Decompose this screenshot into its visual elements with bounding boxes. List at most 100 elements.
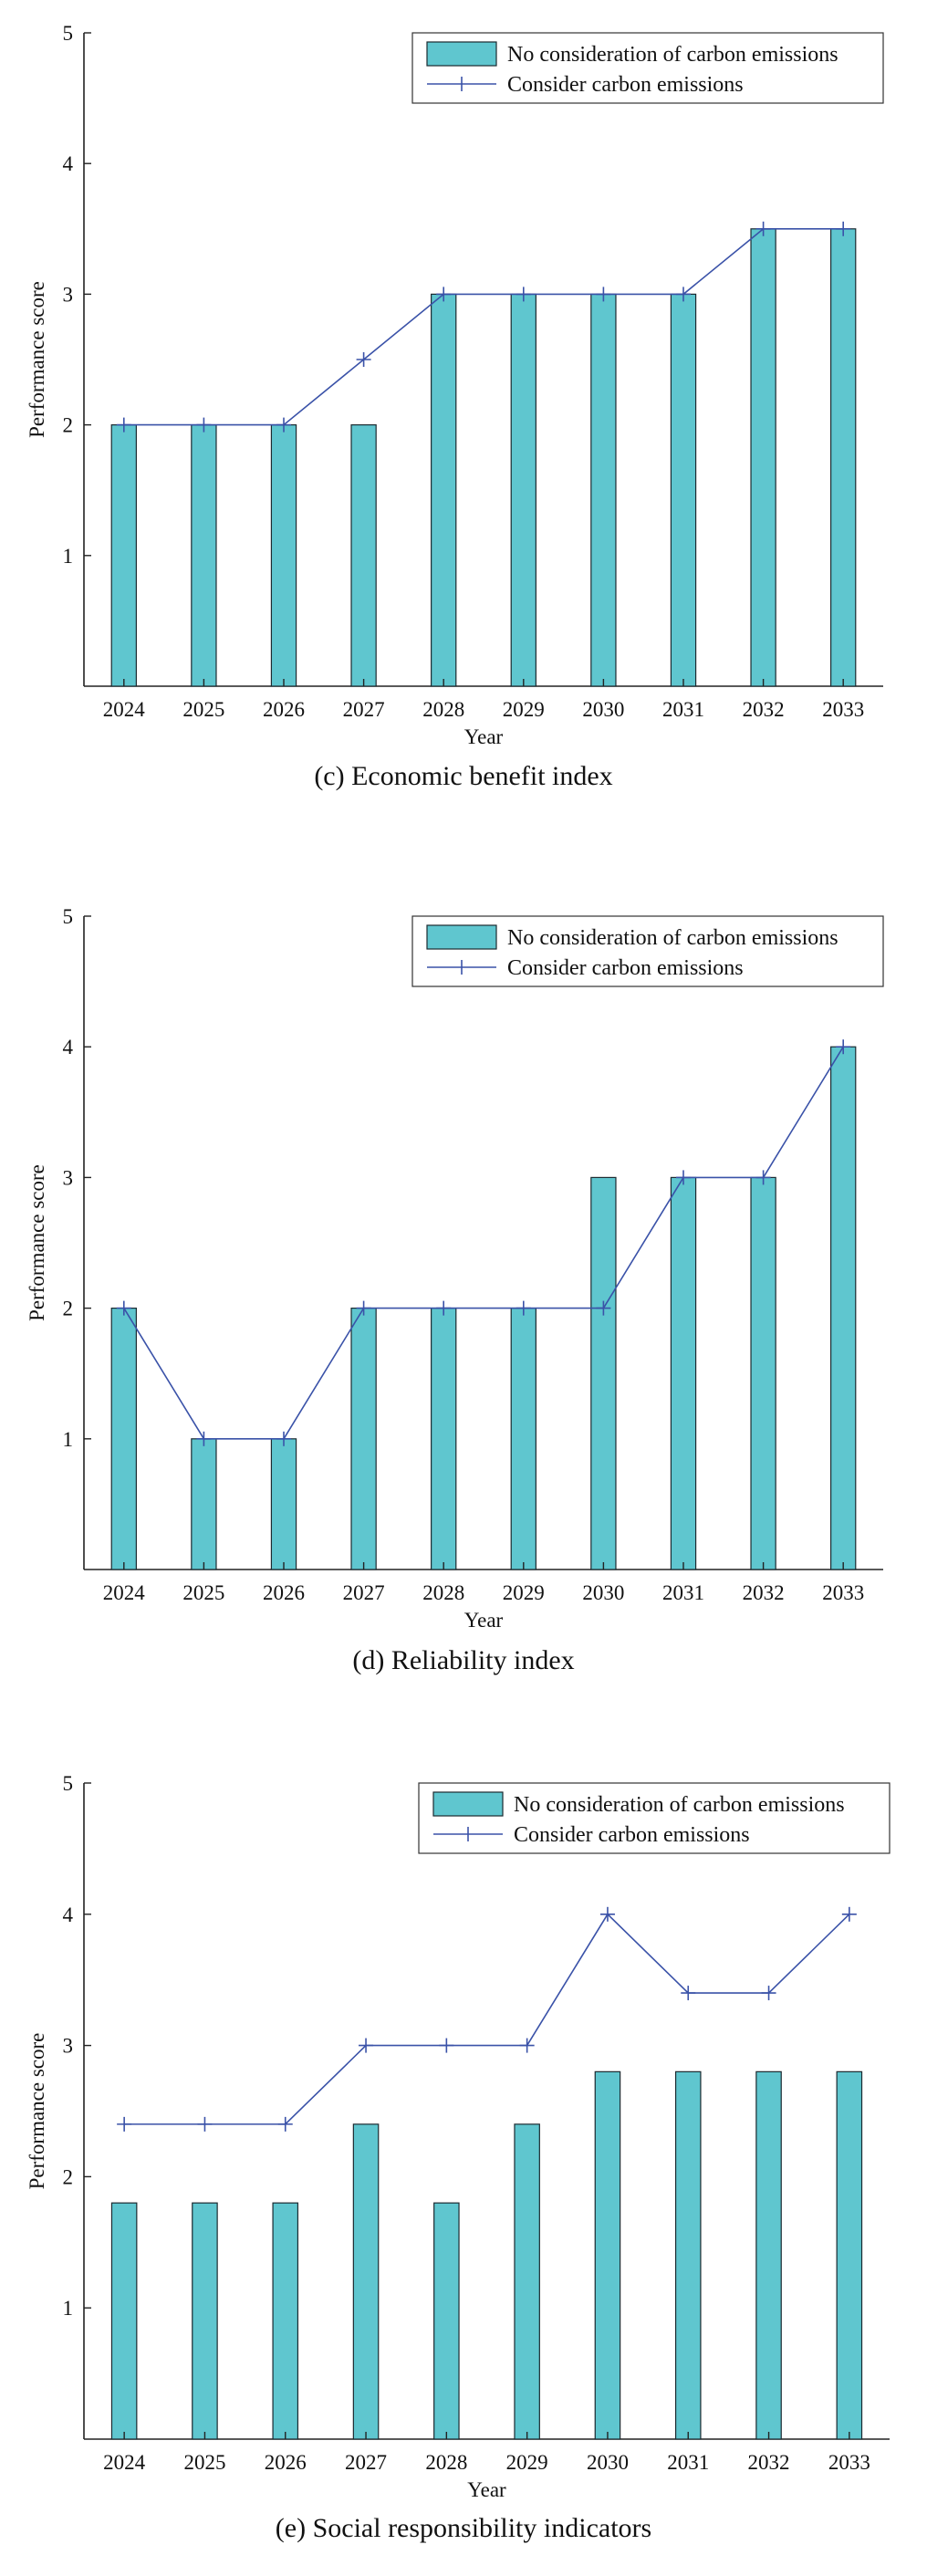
- bar-2029: [510, 1307, 536, 1570]
- bar-2031: [674, 2070, 702, 2440]
- bar-2029: [510, 293, 536, 687]
- y-tick-label: 1: [63, 545, 74, 568]
- line-point-2030: [599, 1906, 615, 1922]
- x-axis-title: Year: [464, 725, 504, 748]
- bar-2031: [670, 1176, 697, 1570]
- bar-2029: [514, 2123, 540, 2440]
- line-point-2033: [836, 221, 851, 236]
- bar-2028: [431, 293, 457, 687]
- line-point-2029: [516, 1300, 531, 1316]
- bar-2030: [590, 293, 617, 687]
- line-point-2032: [755, 1170, 771, 1185]
- x-tick-label: 2026: [263, 1581, 305, 1604]
- line-point-2031: [676, 1170, 691, 1185]
- legend-label-bars: No consideration of carbon emissions: [507, 926, 838, 950]
- legend-label-line: Consider carbon emissions: [507, 956, 744, 980]
- bar-2024: [110, 1307, 137, 1570]
- line-point-2029: [516, 287, 531, 302]
- bar-2026: [272, 2202, 299, 2440]
- line-point-2030: [596, 287, 611, 302]
- y-tick-label: 4: [63, 1903, 74, 1926]
- line-point-2028: [436, 1300, 452, 1316]
- legend-bar-swatch: [426, 924, 497, 950]
- x-tick-label: 2024: [103, 698, 146, 721]
- line-point-2024: [116, 1300, 131, 1316]
- y-axis-title: Performance score: [26, 281, 48, 438]
- line-point-2024: [116, 417, 131, 433]
- line-point-2033: [836, 1039, 851, 1055]
- line-point-2026: [276, 1431, 291, 1446]
- x-tick-label: 2029: [503, 1581, 545, 1604]
- bar-2027: [350, 1307, 377, 1570]
- y-tick-label: 3: [63, 1166, 74, 1189]
- legend-box: [411, 915, 884, 987]
- x-tick-label: 2026: [263, 698, 305, 721]
- chart-1: 1 2 3 4 5 2024 2025 2026 2027 2028 2029 2030 2031 203…: [26, 905, 884, 1675]
- legend: No consideration of carbon emissions Cons…: [411, 915, 884, 987]
- bar-2026: [270, 1438, 297, 1570]
- y-tick-label: 2: [63, 414, 74, 437]
- legend-label-line: Consider carbon emissions: [514, 1823, 750, 1847]
- bar-2024: [110, 424, 137, 687]
- line-point-2027: [359, 2038, 374, 2053]
- series-line-consider-carbon: [124, 1913, 850, 2125]
- x-tick-label: 2032: [743, 698, 785, 721]
- line-point-2026: [277, 2116, 293, 2132]
- bar-2027: [350, 424, 377, 687]
- bar-2028: [431, 1307, 457, 1570]
- chart-caption: (e) Social responsibility indicators: [276, 2513, 651, 2543]
- y-axis-title: Performance score: [26, 1164, 48, 1321]
- line-point-2033: [841, 1906, 857, 1922]
- bar-2031: [670, 293, 697, 687]
- bar-2030: [590, 1176, 617, 1570]
- y-tick-label: 1: [63, 1428, 74, 1451]
- x-tick-label: 2029: [503, 698, 545, 721]
- x-tick-label: 2025: [182, 698, 224, 721]
- y-tick-label: 4: [63, 152, 74, 175]
- line-point-2031: [676, 287, 691, 302]
- line-point-2029: [519, 2038, 535, 2053]
- line-point-2025: [196, 417, 212, 433]
- x-tick-label: 2025: [183, 2451, 225, 2474]
- y-tick-label: 4: [63, 1036, 74, 1059]
- x-tick-label: 2026: [265, 2451, 307, 2474]
- x-tick-label: 2033: [828, 2451, 870, 2474]
- x-tick-label: 2031: [662, 698, 704, 721]
- y-tick-label: 3: [63, 283, 74, 306]
- bar-2026: [270, 424, 297, 687]
- y-axis-title: Performance score: [26, 2033, 48, 2190]
- x-tick-label: 2033: [822, 698, 864, 721]
- line-point-2032: [755, 221, 771, 236]
- line-point-2024: [117, 2116, 132, 2132]
- bar-2032: [750, 228, 776, 687]
- x-tick-label: 2030: [582, 698, 624, 721]
- bar-2028: [433, 2202, 460, 2440]
- y-tick-label: 5: [63, 1772, 74, 1795]
- bar-2027: [352, 2123, 380, 2440]
- x-tick-label: 2027: [343, 1581, 385, 1604]
- x-tick-label: 2027: [345, 2451, 387, 2474]
- x-tick-label: 2032: [748, 2451, 790, 2474]
- y-tick-label: 2: [63, 1298, 74, 1320]
- x-tick-label: 2028: [425, 2451, 467, 2474]
- x-tick-label: 2028: [422, 1581, 464, 1604]
- chart-2: 1 2 3 4 5 2024 2025 2026 2027 2028 2029 2030 2031 203…: [26, 1772, 891, 2543]
- line-point-2028: [436, 287, 452, 302]
- line-point-2026: [276, 417, 291, 433]
- bar-2025: [191, 1438, 217, 1570]
- x-tick-label: 2033: [822, 1581, 864, 1604]
- x-tick-label: 2025: [182, 1581, 224, 1604]
- y-tick-label: 2: [63, 2165, 74, 2188]
- line-point-2030: [596, 1300, 611, 1316]
- y-tick-label: 5: [63, 22, 74, 45]
- line-point-2025: [196, 1431, 212, 1446]
- y-tick-label: 3: [63, 2035, 74, 2058]
- legend: No consideration of carbon emissions Cons…: [411, 32, 884, 104]
- line-point-2027: [356, 1300, 371, 1316]
- legend: No consideration of carbon emissions Cons…: [418, 1782, 891, 1854]
- bar-2032: [755, 2070, 782, 2440]
- x-tick-label: 2028: [422, 698, 464, 721]
- series-line-consider-carbon: [123, 1046, 844, 1440]
- legend-label-bars: No consideration of carbon emissions: [514, 1793, 845, 1817]
- bar-2024: [110, 2202, 138, 2440]
